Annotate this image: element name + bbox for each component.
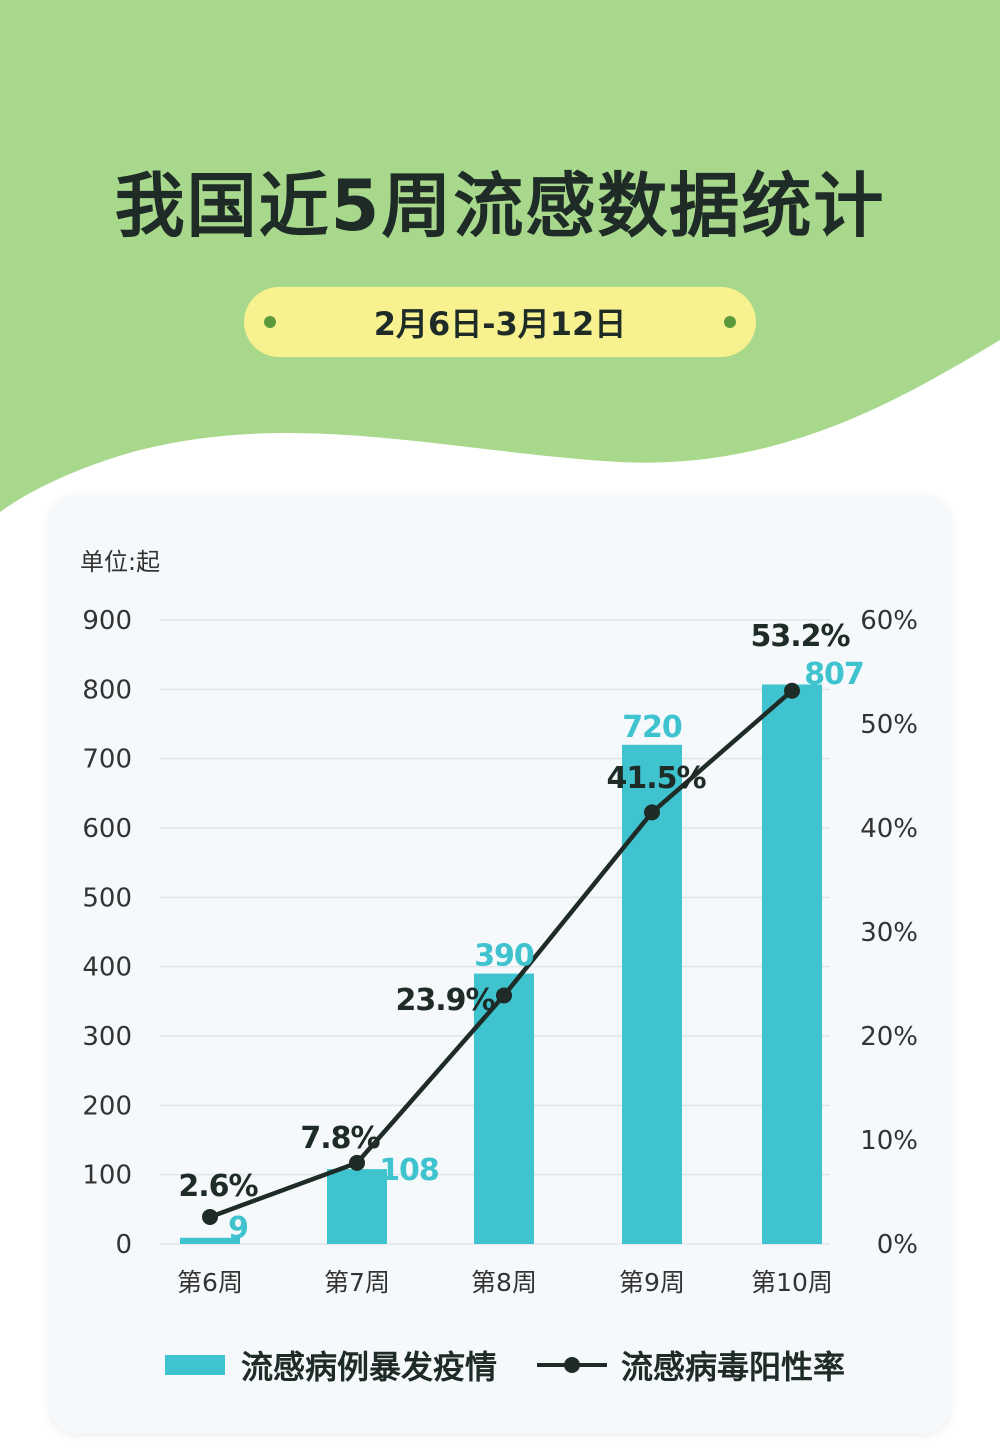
background-wave: [0, 0, 1000, 512]
y-right-tick-label: 40%: [860, 814, 918, 844]
y-left-tick-label: 700: [82, 745, 132, 775]
y-right-tick-label: 30%: [860, 918, 918, 948]
y-left-tick-label: 0: [115, 1230, 132, 1260]
line-value-label: 41.5%: [606, 761, 706, 796]
y-left-tick-label: 400: [82, 953, 132, 983]
bar-value-label: 390: [474, 939, 534, 974]
y-left-tick-label: 500: [82, 883, 132, 913]
line-point: [202, 1208, 218, 1225]
y-right-tick-label: 10%: [860, 1126, 918, 1156]
legend: 流感病例暴发疫情 流感病毒阳性率: [165, 1340, 925, 1390]
date-range-badge: 2月6日-3月12日: [244, 287, 756, 357]
y-left-tick-label: 900: [82, 606, 132, 636]
bar: [180, 1237, 240, 1244]
bar: [762, 684, 822, 1244]
x-tick-label: 第7周: [324, 1268, 390, 1297]
y-right-tick-label: 20%: [860, 1022, 918, 1052]
bar-value-label: 807: [804, 657, 864, 692]
unit-label: 单位:起: [80, 548, 161, 576]
legend-bar-label: 流感病例暴发疫情: [241, 1348, 498, 1386]
y-left-tick-label: 600: [82, 814, 132, 844]
bar-value-label: 720: [622, 710, 682, 745]
line-value-label: 7.8%: [300, 1121, 380, 1156]
y-right-tick-label: 50%: [860, 710, 918, 740]
bar-value-label: 108: [379, 1153, 439, 1188]
x-tick-label: 第6周: [177, 1268, 243, 1297]
x-tick-label: 第9周: [619, 1268, 685, 1297]
date-range-text: 2月6日-3月12日: [373, 305, 627, 343]
line-value-label: 53.2%: [750, 619, 850, 654]
line-point: [644, 804, 660, 821]
y-left-tick-label: 100: [82, 1161, 132, 1191]
bar-value-label: 9: [228, 1211, 248, 1246]
y-right-tick-label: 0%: [877, 1230, 918, 1260]
line-value-label: 23.9%: [395, 983, 495, 1018]
line-point: [496, 987, 512, 1004]
x-tick-label: 第10周: [751, 1268, 833, 1297]
legend-line-swatch: [537, 1353, 608, 1377]
y-left-tick-label: 300: [82, 1022, 132, 1052]
bar: [327, 1169, 387, 1244]
line-value-label: 2.6%: [178, 1169, 258, 1204]
line-point: [784, 682, 800, 699]
y-left-tick-label: 800: [82, 675, 132, 705]
legend-line-label: 流感病毒阳性率: [621, 1348, 846, 1386]
legend-bar-swatch: [165, 1355, 225, 1375]
dot-icon: [264, 316, 276, 328]
line-point: [349, 1154, 365, 1171]
page-title: 我国近5周流感数据统计: [114, 165, 886, 247]
y-right-tick-label: 60%: [860, 606, 918, 636]
x-tick-label: 第8周: [471, 1268, 537, 1297]
y-left-tick-label: 200: [82, 1091, 132, 1121]
bar: [622, 744, 682, 1244]
dot-icon: [724, 316, 736, 328]
